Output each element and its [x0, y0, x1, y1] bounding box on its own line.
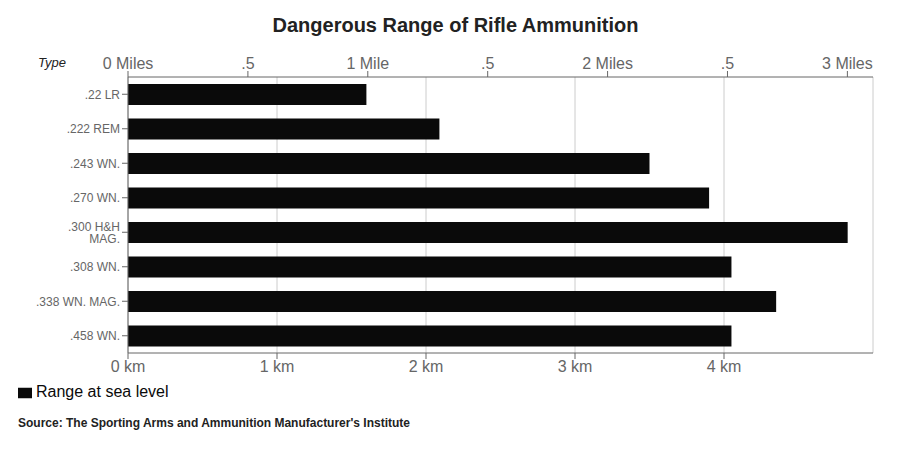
- svg-text:.300 H&HMAG.: .300 H&HMAG.: [68, 220, 120, 246]
- svg-text:.243 WN.: .243 WN.: [70, 157, 120, 171]
- svg-text:.338 WN. MAG.: .338 WN. MAG.: [36, 295, 120, 309]
- svg-text:3 Miles: 3 Miles: [822, 55, 873, 72]
- svg-text:.5: .5: [481, 55, 494, 72]
- svg-text:4 km: 4 km: [707, 358, 742, 375]
- html-text:Dangerous Range of Rifle Ammun: Dangerous Range of Rifle Ammunition: [272, 14, 639, 36]
- svg-text:.222 REM: .222 REM: [67, 122, 120, 136]
- svg-text:2 Miles: 2 Miles: [582, 55, 633, 72]
- svg-text:0 km: 0 km: [111, 358, 146, 375]
- svg-text:.270 WN.: .270 WN.: [70, 191, 120, 205]
- html-text:Type: Type: [38, 55, 66, 70]
- svg-text:1 km: 1 km: [260, 358, 295, 375]
- svg-text:.22 LR: .22 LR: [85, 88, 121, 102]
- svg-text:.308 WN.: .308 WN.: [70, 260, 120, 274]
- svg-text:0 Miles: 0 Miles: [103, 55, 154, 72]
- svg-text:.5: .5: [241, 55, 254, 72]
- svg-text:1 Mile: 1 Mile: [346, 55, 389, 72]
- svg-text:.458 WN.: .458 WN.: [70, 329, 120, 343]
- html-text:Range at sea level: Range at sea level: [36, 383, 169, 400]
- svg-text:2 km: 2 km: [409, 358, 444, 375]
- svg-text:3 km: 3 km: [558, 358, 593, 375]
- html-text:Source: The Sporting Arms and: Source: The Sporting Arms and Ammunition…: [18, 416, 410, 430]
- svg-text:.5: .5: [721, 55, 734, 72]
